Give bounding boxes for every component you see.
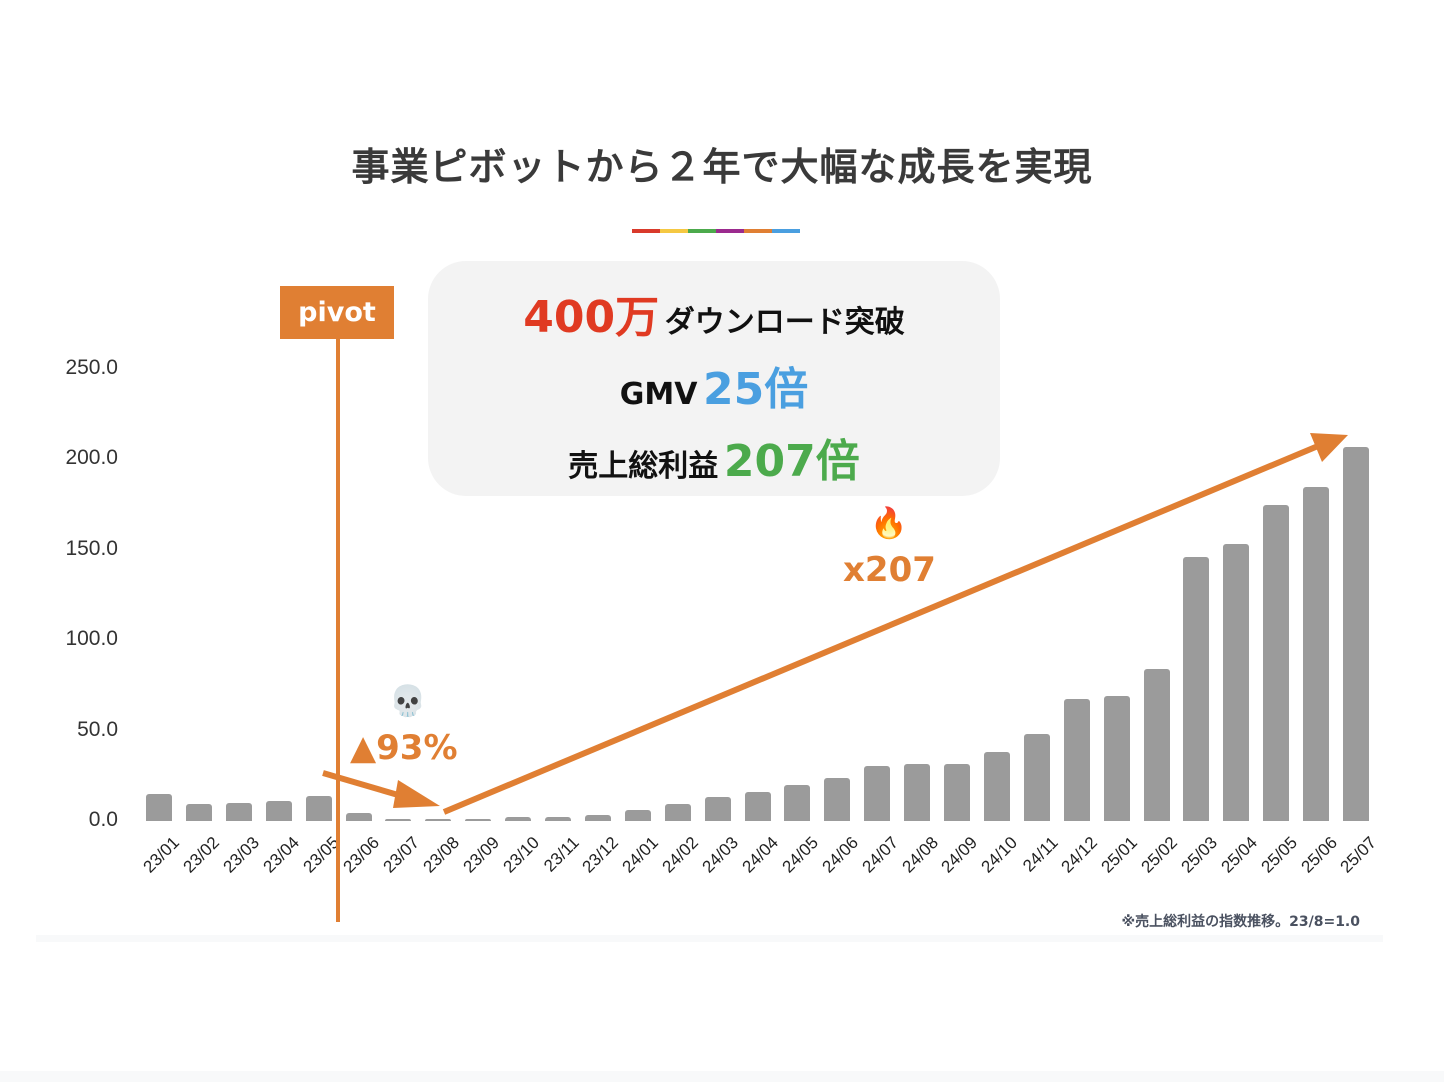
gmv-value: 25倍 [703, 364, 809, 415]
bar [305, 795, 332, 821]
divider-segment [716, 229, 744, 233]
downloads-line: 400万 ダウンロード突破 [428, 281, 1000, 345]
y-tick-label: 150.0 [65, 536, 118, 560]
bar [864, 765, 891, 821]
divider-segment [632, 229, 660, 233]
bar [983, 752, 1010, 821]
fire-icon: 🔥 [870, 506, 908, 541]
gross-profit-line: 売上総利益 207倍 [428, 425, 1000, 489]
bar [584, 815, 611, 821]
divider-segment [772, 229, 800, 233]
bar [1223, 544, 1250, 821]
bar [1303, 486, 1330, 821]
divider-segment [660, 229, 688, 233]
downloads-value: 400万 [523, 292, 660, 343]
bar [944, 764, 970, 821]
bar [545, 816, 571, 821]
bar [185, 803, 212, 821]
drop-label: ▲93% [350, 728, 458, 768]
bar [1023, 734, 1050, 821]
bar [1103, 696, 1130, 821]
bar [1263, 504, 1290, 821]
divider-segment [688, 229, 716, 233]
gross-profit-value: 207倍 [723, 436, 860, 487]
bar [904, 764, 931, 821]
page-bottom-strip [0, 1071, 1444, 1082]
bar [744, 792, 771, 821]
downloads-label: ダウンロード突破 [664, 305, 905, 340]
divider-segment [744, 229, 772, 233]
bar [146, 793, 172, 821]
bar [664, 804, 691, 821]
skull-icon: 💀 [389, 684, 427, 719]
gmv-label: GMV [619, 377, 698, 412]
bar [385, 818, 412, 821]
bar [505, 817, 532, 821]
bar [425, 819, 452, 821]
page-title: 事業ピボットから２年で大幅な成長を実現 [351, 145, 1093, 189]
bar [784, 784, 811, 821]
y-tick-label: 50.0 [77, 717, 118, 741]
bar [824, 777, 851, 821]
highlights-box: 400万 ダウンロード突破 GMV 25倍 売上総利益 207倍 [428, 261, 1000, 496]
bar [624, 810, 651, 821]
bar [1063, 698, 1090, 821]
bar [1143, 669, 1170, 821]
bar [1343, 446, 1369, 821]
growth-label: x207 [843, 550, 936, 590]
bar [465, 818, 492, 821]
bar [1183, 557, 1210, 821]
bar [265, 801, 292, 821]
drop-arrowhead [393, 780, 440, 808]
rainbow-divider [632, 229, 800, 233]
growth-arrow-line [442, 443, 1320, 815]
y-tick-label: 100.0 [65, 627, 118, 651]
bar [704, 797, 731, 821]
bar [225, 802, 252, 821]
footnote: ※売上総利益の指数推移。23/8=1.0 [1121, 914, 1360, 930]
gmv-line: GMV 25倍 [428, 353, 1000, 417]
chart-bottom-strip [36, 935, 1383, 942]
drop-arrow-line [322, 770, 406, 800]
pivot-label: pivot [280, 286, 394, 339]
y-tick-label: 0.0 [88, 808, 118, 831]
gross-profit-label: 売上総利益 [568, 449, 719, 484]
growth-arrowhead [1310, 433, 1348, 462]
bar [345, 812, 372, 821]
y-tick-label: 250.0 [65, 356, 118, 379]
y-tick-label: 200.0 [65, 446, 118, 470]
